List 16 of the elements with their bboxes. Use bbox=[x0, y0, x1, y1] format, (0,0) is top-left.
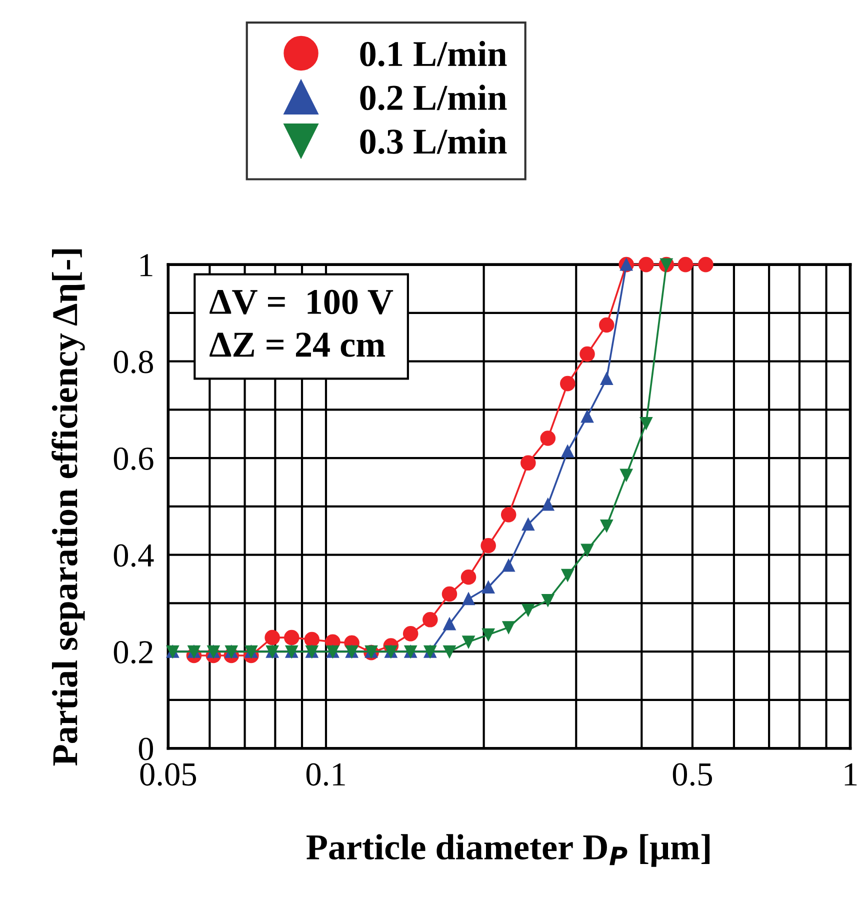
y-tick-label: 0.8 bbox=[114, 350, 154, 374]
x-axis-title: Particle diameter D$_{P}$ [μm] bbox=[306, 834, 710, 867]
y-tick-label: 1 bbox=[140, 254, 152, 276]
x-tick-label: 0.5 bbox=[672, 763, 712, 786]
legend-label: 0.3 L/min bbox=[360, 128, 507, 154]
annotation: ΔV = 100 V ΔZ = 24 cm bbox=[210, 290, 394, 357]
y-tick-label: 0 bbox=[138, 738, 154, 760]
legend-label: 0.2 L/min bbox=[360, 84, 507, 110]
y-tick-label: 0.6 bbox=[114, 447, 154, 470]
y-tick-label: 0.2 bbox=[114, 640, 152, 664]
x-tick-label: 0.1 bbox=[306, 763, 345, 786]
x-tick-label: 1 bbox=[844, 763, 857, 786]
y-tick-label: 0.4 bbox=[114, 544, 154, 567]
legend-label: 0.1 L/min bbox=[360, 40, 507, 66]
x-tick-label: 0.05 bbox=[140, 763, 196, 786]
y-axis-title: Partial separation efficiency Δη[-] bbox=[52, 249, 85, 766]
